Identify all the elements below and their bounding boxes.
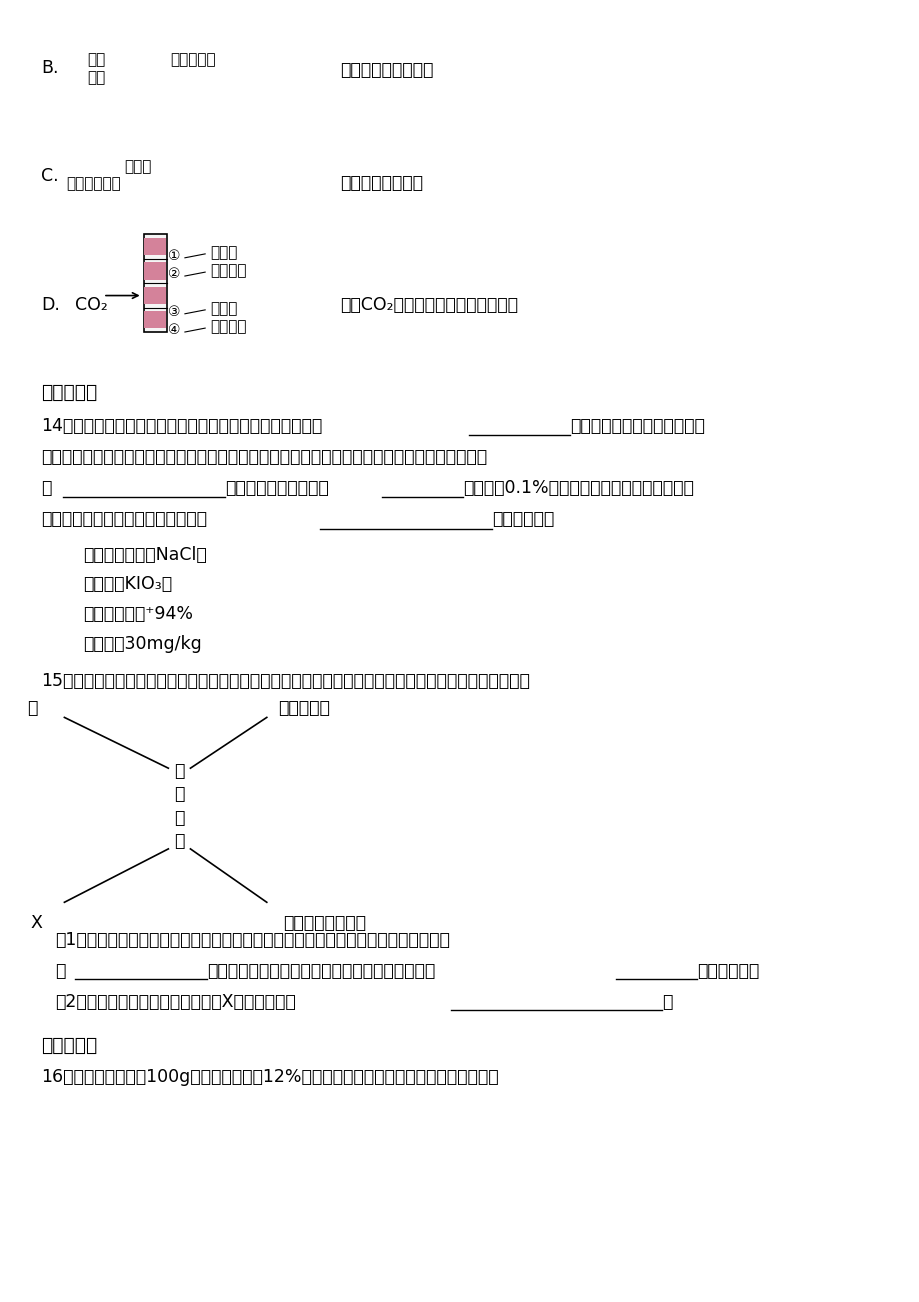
Text: 14．化学元素与人体健康的关系十分密切、人体缺碘会引起: 14．化学元素与人体健康的关系十分密切、人体缺碘会引起 <box>41 417 323 435</box>
Text: 碘酸钾（KIO₃）: 碘酸钾（KIO₃） <box>83 575 172 594</box>
Text: 黑色: 黑色 <box>87 52 106 68</box>
Text: 探究质量守恒定律: 探究质量守恒定律 <box>340 174 423 193</box>
Text: 是: 是 <box>41 479 51 497</box>
Text: （填一种）。: （填一种）。 <box>697 962 759 980</box>
Text: 氧: 氧 <box>174 785 185 803</box>
Text: ，碘元素的质量分数是: ，碘元素的质量分数是 <box>225 479 329 497</box>
Text: 酸碱指示剂: 酸碱指示剂 <box>278 699 329 717</box>
Text: 石蕊试纸: 石蕊试纸 <box>210 319 246 335</box>
Bar <box>143 234 166 332</box>
Text: 二、填空题: 二、填空题 <box>41 383 97 402</box>
Text: CO₂: CO₂ <box>75 296 108 314</box>
Text: ，所以要密封保存。实验室须密封保存的物质还有: ，所以要密封保存。实验室须密封保存的物质还有 <box>207 962 435 980</box>
Bar <box>144 311 165 328</box>
Text: ③: ③ <box>168 305 181 319</box>
Text: 粉末: 粉末 <box>87 70 106 86</box>
Text: 稀盐酸: 稀盐酸 <box>124 159 152 174</box>
Text: 氢: 氢 <box>174 762 185 780</box>
Text: 酸: 酸 <box>27 699 38 717</box>
Bar <box>144 238 165 255</box>
Text: D.: D. <box>41 296 61 314</box>
Text: 探究CO₂能与水反应且密度比空气大: 探究CO₂能与水反应且密度比空气大 <box>340 296 517 314</box>
Text: ①: ① <box>168 249 181 263</box>
Text: 湿润的: 湿润的 <box>210 301 237 316</box>
Text: 15．归纳总结是学习化学的一种方法。莉莉整理的氢氧化钠的化学性质如下图。结合此图回答下列问题：: 15．归纳总结是学习化学的一种方法。莉莉整理的氢氧化钠的化学性质如下图。结合此图… <box>41 672 529 690</box>
Text: 石蕊试纸: 石蕊试纸 <box>210 263 246 279</box>
Text: 配料：氯化钠（NaCl）: 配料：氯化钠（NaCl） <box>83 546 207 564</box>
Text: 16．下图是小美配制100g溶质质量分数为12%的氯化钠溶液的实验过程，回答有关问题。: 16．下图是小美配制100g溶质质量分数为12%的氯化钠溶液的实验过程，回答有关… <box>41 1068 498 1086</box>
Text: B.: B. <box>41 59 59 77</box>
Bar <box>144 286 165 303</box>
Text: 钠: 钠 <box>174 832 185 850</box>
Text: 探究木炭还原氧化铜: 探究木炭还原氧化铜 <box>340 61 433 79</box>
Text: 为: 为 <box>55 962 65 980</box>
Text: 含量：氯化钠⁺94%: 含量：氯化钠⁺94% <box>83 605 193 624</box>
Text: 。: 。 <box>662 993 672 1012</box>
Text: 取营养素，富含蛋白质的常见食物有: 取营养素，富含蛋白质的常见食物有 <box>41 510 207 529</box>
Text: 某些非金属氧化物: 某些非金属氧化物 <box>283 914 366 932</box>
Text: 化: 化 <box>174 809 185 827</box>
Text: ④: ④ <box>168 323 181 337</box>
Bar <box>144 263 165 280</box>
Text: 。日常生活中通常食用海带、: 。日常生活中通常食用海带、 <box>570 417 705 435</box>
Text: 加碘盐预防碘元素不足。下图是市场上常见加碘盐的配料表，据此回答：碘酸钾中所含的常量元素: 加碘盐预防碘元素不足。下图是市场上常见加碘盐的配料表，据此回答：碘酸钾中所含的常… <box>41 448 487 466</box>
Text: 碳酸氢钠溶液: 碳酸氢钠溶液 <box>66 176 121 191</box>
Text: （1）氢氧化钠能与某些非金属氧化物反应，暴露在空气中易变质，反应的化学方程式: （1）氢氧化钠能与某些非金属氧化物反应，暴露在空气中易变质，反应的化学方程式 <box>55 931 449 949</box>
Text: （2）写出能与氢氧化钠溶液反应的X中的一种物质: （2）写出能与氢氧化钠溶液反应的X中的一种物质 <box>55 993 296 1012</box>
Text: C.: C. <box>41 167 59 185</box>
Text: X: X <box>31 914 42 932</box>
Text: 干燥的: 干燥的 <box>210 245 237 260</box>
Text: （写一种）。: （写一种）。 <box>492 510 554 529</box>
Text: 三、实验题: 三、实验题 <box>41 1036 97 1056</box>
Text: 含碘量：30mg/kg: 含碘量：30mg/kg <box>83 635 201 654</box>
Text: ②: ② <box>168 267 181 281</box>
Text: （精确到0.1%）。为了维持生命和健康必须摄: （精确到0.1%）。为了维持生命和健康必须摄 <box>462 479 693 497</box>
Text: 澄清石灰水: 澄清石灰水 <box>170 52 216 68</box>
